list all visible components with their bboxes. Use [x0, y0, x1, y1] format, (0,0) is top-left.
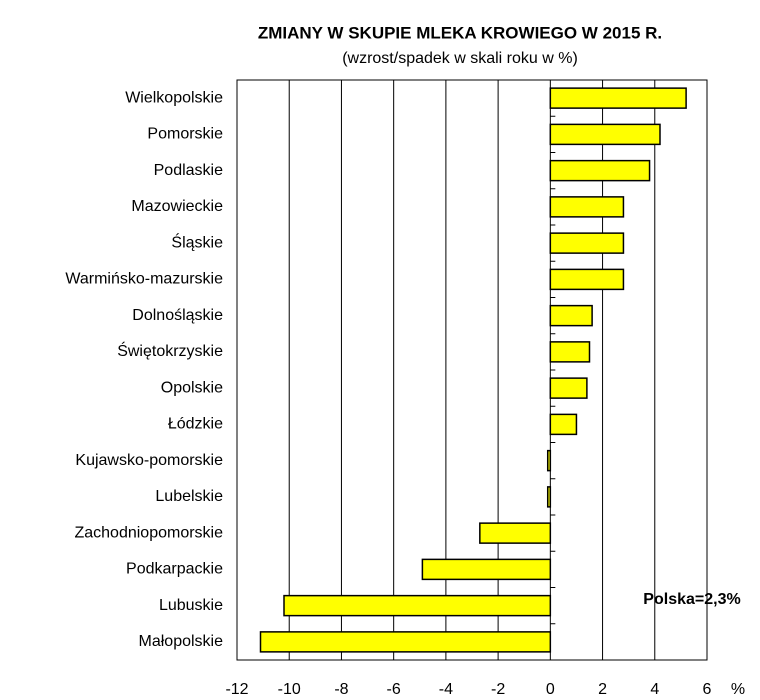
- bar: [421, 558, 552, 581]
- y-tick-label: Podlaskie: [154, 162, 223, 179]
- y-tick-label: Warmińsko-mazurskie: [65, 271, 223, 288]
- bar: [549, 232, 625, 254]
- y-tick-label: Dolnośląskie: [132, 307, 223, 324]
- bar: [549, 87, 687, 109]
- y-tick-label: Mazowieckie: [131, 198, 223, 215]
- bar: [283, 594, 552, 617]
- y-tick-label: Kujawsko-pomorskie: [75, 452, 223, 469]
- bar: [479, 522, 552, 544]
- bar: [259, 631, 552, 653]
- bar: [549, 304, 593, 327]
- bar: [549, 159, 651, 182]
- plot-frame: [236, 79, 708, 661]
- bar: [549, 196, 625, 218]
- x-tick-label: -6: [387, 681, 401, 698]
- x-tick-label: -8: [334, 681, 348, 698]
- x-tick-label: -10: [278, 681, 301, 698]
- y-tick-label: Podkarpackie: [126, 561, 223, 578]
- y-tick-label: Lubelskie: [155, 488, 223, 505]
- chart-subtitle: (wzrost/spadek w skali roku w %): [342, 50, 578, 67]
- y-tick-label: Łódzkie: [168, 416, 223, 433]
- x-tick-label: -2: [491, 681, 505, 698]
- y-tick-label: Zachodniopomorskie: [74, 524, 223, 541]
- y-tick-label: Wielkopolskie: [125, 89, 223, 106]
- x-axis-label: %: [731, 681, 745, 698]
- chart-title: ZMIANY W SKUPIE MLEKA KROWIEGO W 2015 R.: [258, 23, 662, 42]
- x-tick-label: 0: [546, 681, 555, 698]
- bar: [549, 377, 588, 399]
- y-tick-label: Małopolskie: [139, 633, 224, 650]
- x-tick-label: -4: [439, 681, 453, 698]
- y-tick-label: Śląskie: [171, 232, 223, 251]
- bar: [546, 486, 552, 508]
- x-tick-label: 6: [703, 681, 712, 698]
- bar: [549, 341, 591, 363]
- bar: [549, 123, 661, 146]
- y-tick-label: Lubuskie: [159, 597, 223, 614]
- bar: [546, 449, 552, 472]
- y-tick-label: Świętokrzyskie: [117, 341, 223, 360]
- x-tick-label: 2: [598, 681, 607, 698]
- x-tick-label: -12: [225, 681, 248, 698]
- y-tick-label: Opolskie: [161, 379, 223, 396]
- y-tick-label: Pomorskie: [147, 126, 223, 143]
- x-tick-label: 4: [650, 681, 659, 698]
- bar: [549, 268, 625, 291]
- annotation: Polska=2,3%: [643, 591, 740, 608]
- bar: [549, 413, 578, 436]
